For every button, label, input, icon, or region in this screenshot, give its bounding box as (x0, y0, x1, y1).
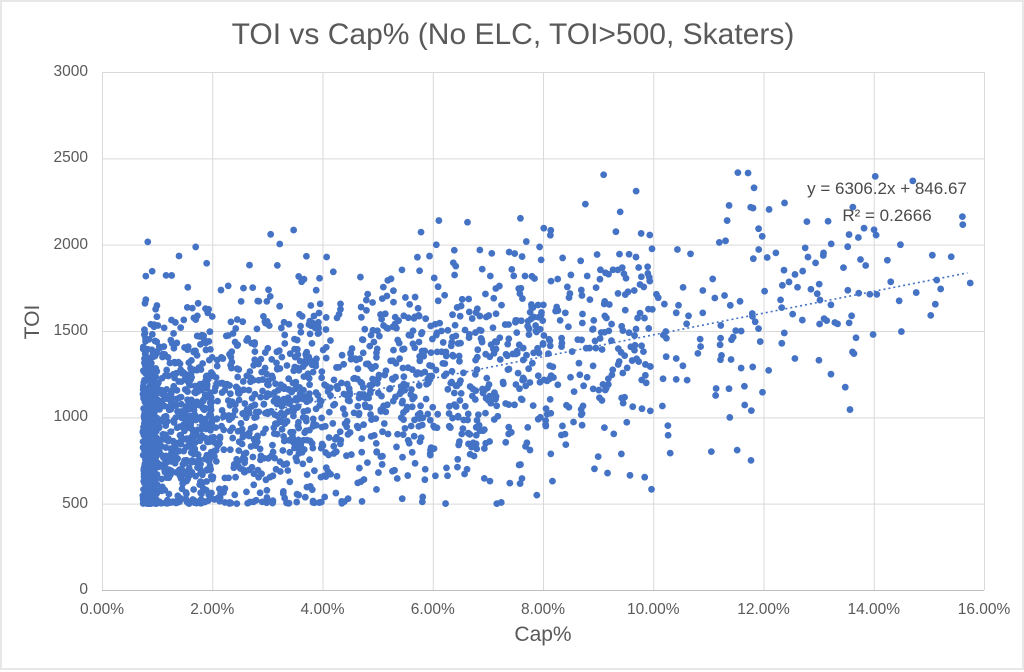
x-axis-tick-label: 16.00% (957, 601, 1011, 618)
y-axis-tick-label: 0 (79, 581, 88, 598)
y-axis-tick-label: 500 (62, 494, 88, 512)
x-axis-tick-label: 14.00% (847, 601, 901, 618)
trendline-r-squared: R² = 0.2666 (842, 206, 932, 225)
x-axis-tick-label: 0.00% (80, 601, 124, 618)
x-axis-tick-label: 12.00% (737, 601, 790, 618)
y-axis-tick-label: 3000 (53, 63, 88, 80)
x-axis-tick-label: 10.00% (626, 601, 680, 618)
x-axis-tick-label: 2.00% (190, 601, 235, 618)
x-axis-tick-label: 8.00% (521, 601, 565, 618)
chart-title: TOI vs Cap% (No ELC, TOI>500, Skaters) (231, 18, 795, 51)
y-axis-tick-label: 2000 (53, 235, 88, 253)
x-axis-tick-label: 4.00% (300, 601, 345, 618)
y-axis-tick-label: 2500 (53, 149, 88, 167)
y-axis-tick-label: 1000 (53, 408, 88, 426)
trendline-equation-label: y = 6306.2x + 846.67 R² = 0.2666 (807, 175, 967, 229)
x-axis-tick-label: 6.00% (410, 601, 455, 618)
x-axis-title: Cap% (514, 623, 572, 646)
trendline-equation: y = 6306.2x + 846.67 (807, 179, 967, 198)
y-axis-tick-label: 1500 (53, 322, 88, 339)
